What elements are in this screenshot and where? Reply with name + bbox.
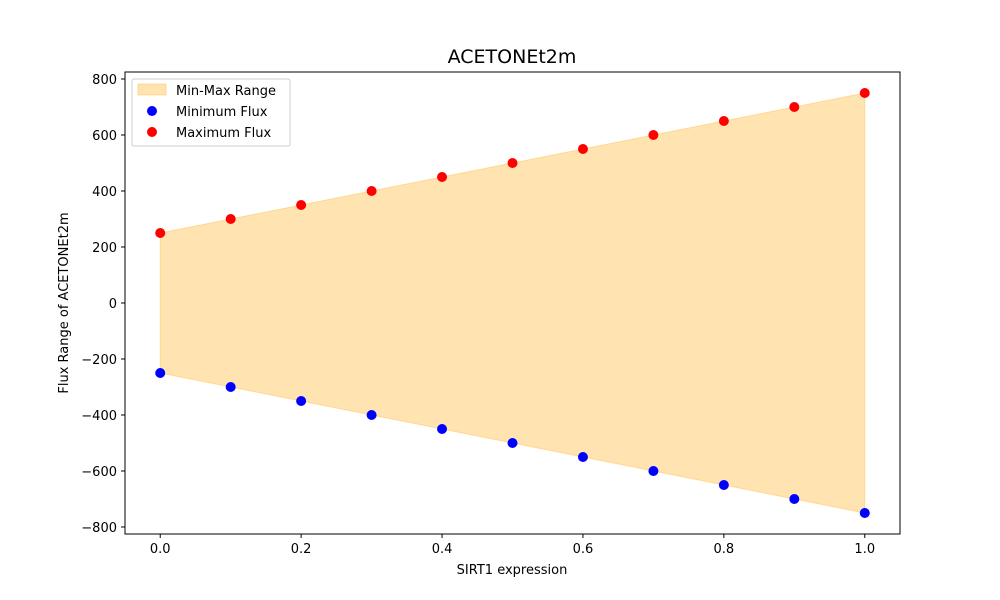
y-tick-label: 0 xyxy=(109,297,117,312)
max-flux-point xyxy=(718,116,729,126)
legend-marker-min xyxy=(147,106,157,116)
min-flux-point xyxy=(648,466,659,476)
x-tick-label: 0.2 xyxy=(291,542,312,557)
y-tick-label: 200 xyxy=(92,241,117,256)
legend-fill-patch xyxy=(137,83,167,96)
min-flux-point xyxy=(296,396,307,406)
chart-title: ACETONEt2m xyxy=(448,46,577,68)
x-axis-label: SIRT1 expression xyxy=(457,563,568,578)
min-flux-point xyxy=(859,508,870,518)
legend-label-min: Minimum Flux xyxy=(176,105,268,120)
x-tick-label: 0.4 xyxy=(432,542,453,557)
max-flux-point xyxy=(789,102,800,112)
max-flux-point xyxy=(296,200,307,210)
legend-label-max: Maximum Flux xyxy=(176,126,272,141)
min-flux-point xyxy=(718,480,729,490)
max-flux-point xyxy=(859,88,870,98)
y-tick-label: −600 xyxy=(81,465,117,480)
y-tick-label: −200 xyxy=(81,353,117,368)
min-flux-point xyxy=(225,382,236,392)
max-flux-point xyxy=(648,130,659,140)
min-flux-point xyxy=(577,452,588,462)
legend-label-range: Min-Max Range xyxy=(176,84,276,99)
y-tick-label: −800 xyxy=(81,521,117,536)
min-flux-point xyxy=(155,368,166,378)
min-flux-point xyxy=(366,410,377,420)
max-flux-point xyxy=(507,158,518,168)
legend-marker-max xyxy=(147,127,157,137)
max-flux-point xyxy=(225,214,236,224)
x-tick-label: 0.6 xyxy=(573,542,594,557)
max-flux-point xyxy=(577,144,588,154)
y-tick-label: −400 xyxy=(81,409,117,424)
x-tick-label: 1.0 xyxy=(854,542,875,557)
x-tick-label: 0.0 xyxy=(150,542,171,557)
min-flux-point xyxy=(789,494,800,504)
max-flux-point xyxy=(366,186,377,196)
max-flux-point xyxy=(437,172,448,182)
x-tick-label: 0.8 xyxy=(714,542,735,557)
y-axis-label: Flux Range of ACETONEt2m xyxy=(57,212,72,393)
min-flux-point xyxy=(507,438,518,448)
y-tick-label: 400 xyxy=(92,185,117,200)
max-flux-point xyxy=(155,228,166,238)
min-flux-point xyxy=(437,424,448,434)
y-tick-label: 600 xyxy=(92,129,117,144)
legend-box xyxy=(131,78,291,147)
y-tick-label: 800 xyxy=(92,73,117,88)
legend: Min-Max Range Minimum Flux Maximum Flux xyxy=(131,78,291,147)
